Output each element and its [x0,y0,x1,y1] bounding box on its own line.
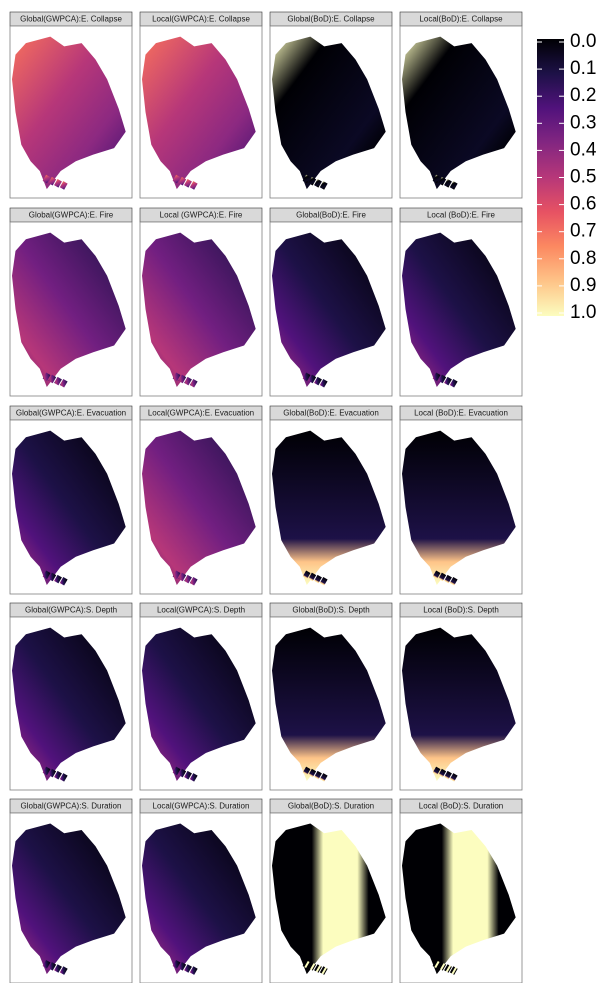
facet-title: Local(GWPCA):S. Depth [157,606,245,615]
facet-title: Global(BoD):S. Duration [288,802,374,811]
facet-title: Global(GWPCA):E. Collapse [20,15,122,24]
facet-title: Local(GWPCA):E. Evacuation [148,409,254,418]
facet-panel: Global(BoD):E. Evacuation [270,406,392,594]
facet-panel: Local (BoD):S. Depth [400,603,522,790]
facet-panel: Local (BoD):E. Evacuation [400,406,522,594]
facet-title: Local (BoD):S. Duration [419,802,503,811]
facet-panel: Local (BoD):E. Fire [400,208,522,396]
colorbar-label: 0.0 [570,31,596,52]
colorbar-label: 0.4 [570,139,597,160]
colorbar-label: 0.8 [570,248,596,269]
facet-panel: Global(GWPCA):S. Duration [10,799,132,983]
facet-panel: Global(BoD):S. Depth [270,603,392,790]
facet-panel: Global(BoD):S. Duration [270,799,392,983]
facet-panel: Local(GWPCA):E. Evacuation [140,406,262,594]
facet-panel: Local(GWPCA):S. Depth [140,603,262,790]
facet-title: Local (BoD):S. Depth [423,606,499,615]
facet-title: Local (BoD):E. Evacuation [414,409,508,418]
facet-title: Global(GWPCA):E. Fire [29,211,114,220]
colorbar-label: 0.6 [570,194,596,215]
facet-title: Global(BoD):E. Evacuation [283,409,379,418]
figure: Global(GWPCA):E. Collapse Local(GWPCA):E.… [0,0,606,983]
facet-title: Local(GWPCA):S. Duration [153,802,250,811]
facet-title: Global(GWPCA):E. Evacuation [16,409,126,418]
colorbar-label: 0.2 [570,85,596,106]
facet-panel: Global(GWPCA):E. Evacuation [10,406,132,594]
facet-title: Local (GWPCA):E. Fire [160,211,243,220]
facet-panel: Global(GWPCA):S. Depth [10,603,132,790]
facet-title: Local (BoD):E. Fire [427,211,496,220]
facet-title: Global(GWPCA):S. Duration [21,802,122,811]
facet-title: Global(BoD):E. Collapse [287,15,375,24]
facet-panel: Local(GWPCA):E. Collapse [140,12,262,198]
colorbar-label: 0.3 [570,112,596,133]
facet-title: Global(BoD):S. Depth [292,606,369,615]
facet-panel: Local (GWPCA):E. Fire [140,208,262,396]
facet-title: Local(BoD):E. Collapse [419,15,503,24]
facet-panel: Global(GWPCA):E. Collapse [10,12,132,198]
colorbar-label: 0.5 [570,167,596,188]
facet-panel: Local(GWPCA):S. Duration [140,799,262,983]
facet-panel: Global(BoD):E. Fire [270,208,392,396]
facet-panel: Global(BoD):E. Collapse [270,12,392,198]
colorbar-label: 0.9 [570,275,596,296]
facet-title: Global(BoD):E. Fire [296,211,366,220]
facet-panel: Local (BoD):S. Duration [400,799,522,983]
facet-title: Global(GWPCA):S. Depth [25,606,117,615]
facet-panel: Global(GWPCA):E. Fire [10,208,132,396]
colorbar-label: 1.0 [570,302,596,323]
colorbar-label: 0.7 [570,221,596,242]
colorbar-label: 0.1 [570,58,596,79]
facet-title: Local(GWPCA):E. Collapse [152,15,250,24]
facet-panel: Local(BoD):E. Collapse [400,12,522,198]
